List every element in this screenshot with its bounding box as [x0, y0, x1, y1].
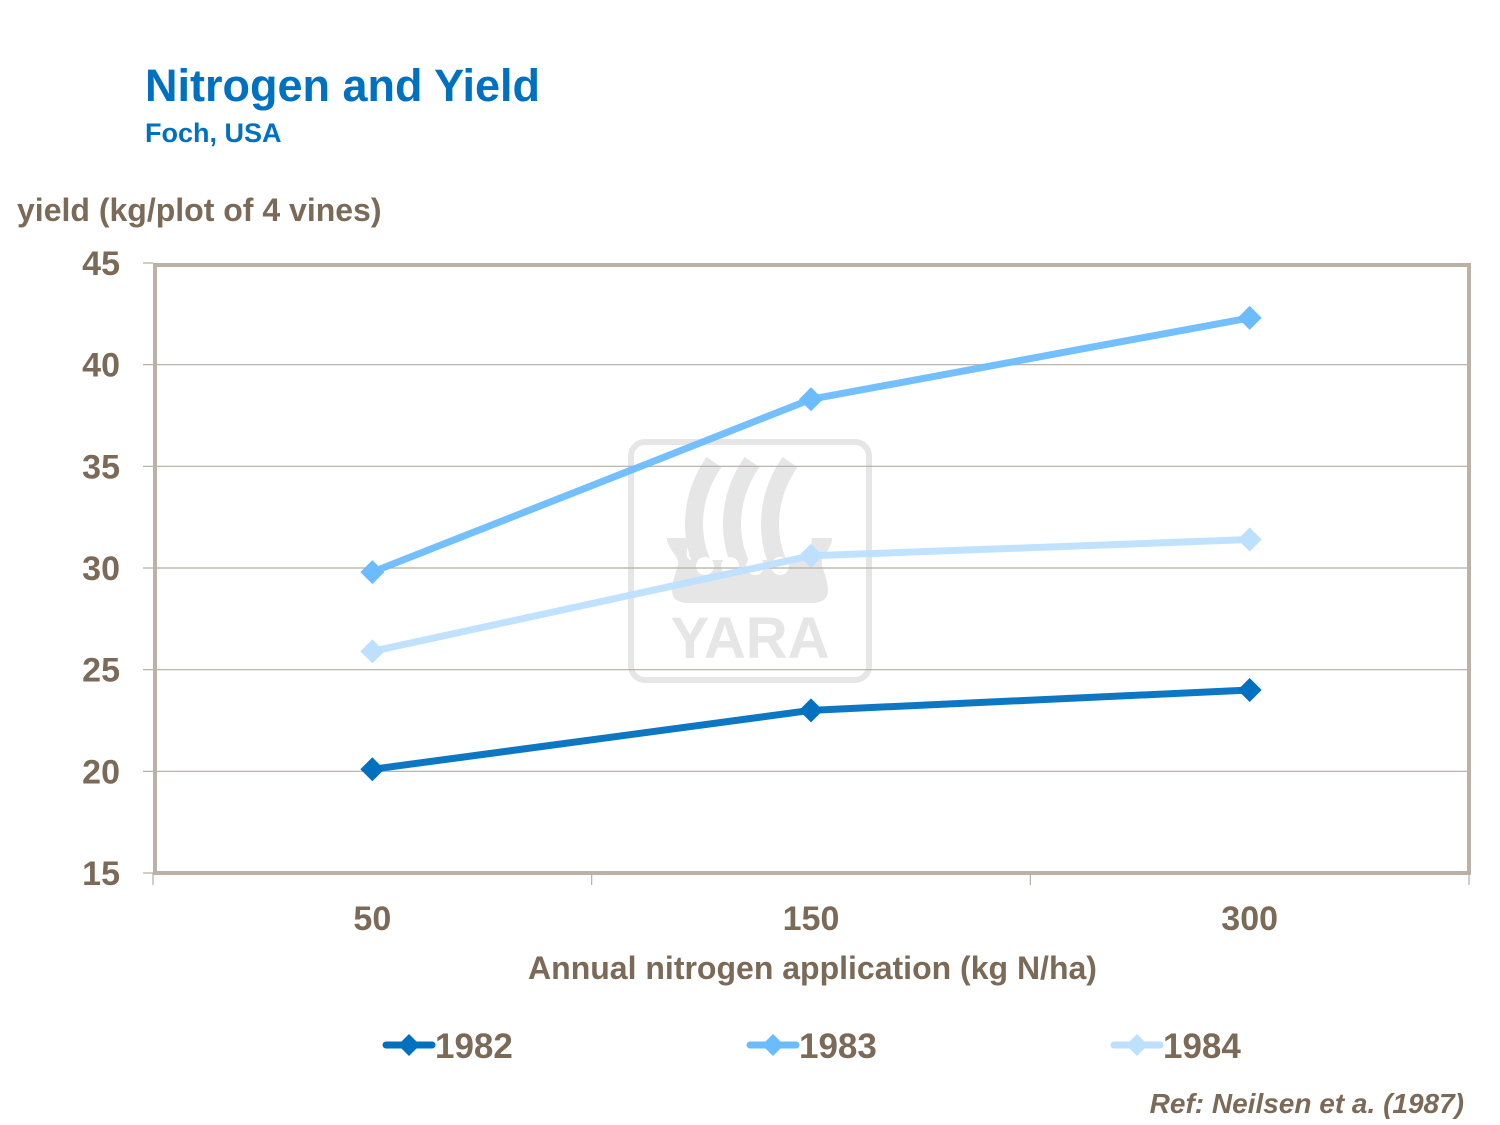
y-tick-label-25: 25	[82, 652, 120, 690]
marker-1984-300	[1237, 527, 1262, 552]
chart-subtitle: Foch, USA	[145, 118, 282, 148]
marker-1983-300	[1237, 305, 1262, 330]
y-tick-label-45: 45	[82, 245, 120, 283]
series-1984	[360, 527, 1262, 664]
marker-1983-150	[799, 387, 823, 412]
x-axis-ticks: 50 150 300	[152, 873, 1470, 938]
y-axis-label: yield (kg/plot of 4 vines)	[17, 192, 382, 228]
marker-1984-150	[799, 543, 823, 568]
legend-item-1983: 1983	[746, 1027, 877, 1066]
x-tick-label-50: 50	[353, 900, 391, 938]
x-tick-label-300: 300	[1221, 900, 1278, 938]
legend-label-1982: 1982	[435, 1027, 513, 1066]
legend-item-1984: 1984	[1110, 1027, 1241, 1066]
legend-marker-1982	[398, 1034, 420, 1056]
y-tick-label-20: 20	[82, 753, 120, 791]
x-tick-label-150: 150	[783, 900, 840, 938]
legend-item-1982: 1982	[382, 1027, 513, 1066]
legend-marker-1984	[1126, 1034, 1148, 1056]
watermark-text: YARA	[670, 606, 829, 671]
yara-watermark: YARA	[628, 439, 872, 683]
y-tick-label-35: 35	[82, 448, 120, 486]
marker-1984-50	[360, 639, 385, 664]
watermark-frame	[628, 439, 872, 683]
y-tick-label-30: 30	[82, 550, 120, 588]
marker-1982-300	[1237, 678, 1262, 702]
series-lines	[360, 305, 1262, 782]
legend-marker-1983	[762, 1034, 784, 1056]
y-axis-ticks: 15 20 25 30 35 40 45	[82, 245, 153, 893]
plot-border	[153, 263, 1471, 875]
legend: 1982 1983 1984	[382, 1027, 1241, 1066]
marker-1983-50	[360, 560, 385, 585]
reference-note: Ref: Neilsen et a. (1987)	[1149, 1088, 1464, 1119]
y-tick-label-15: 15	[82, 855, 120, 893]
legend-label-1983: 1983	[799, 1027, 877, 1066]
marker-1982-50	[360, 757, 385, 782]
legend-label-1984: 1984	[1163, 1027, 1241, 1066]
marker-1982-150	[799, 698, 823, 723]
series-1982	[360, 678, 1262, 782]
plot-frame	[153, 263, 1471, 875]
x-axis-label: Annual nitrogen application (kg N/ha)	[528, 950, 1097, 986]
y-tick-label-40: 40	[82, 347, 120, 385]
series-1983	[360, 305, 1262, 585]
chart-title: Nitrogen and Yield	[145, 60, 541, 111]
